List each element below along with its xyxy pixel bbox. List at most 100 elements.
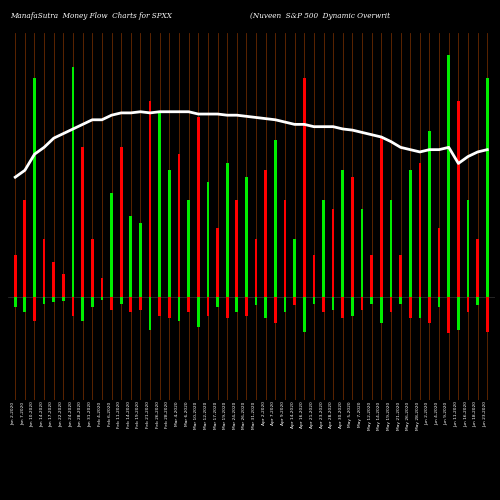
Bar <box>294 296 296 306</box>
Bar <box>148 296 152 330</box>
Bar <box>409 296 412 318</box>
Bar <box>43 239 46 296</box>
Bar <box>139 223 142 296</box>
Bar <box>438 228 440 296</box>
Bar <box>110 194 113 296</box>
Bar <box>476 296 479 306</box>
Bar <box>72 67 74 296</box>
Bar <box>24 296 26 312</box>
Bar <box>322 296 325 312</box>
Bar <box>476 239 479 296</box>
Bar <box>380 296 382 323</box>
Bar <box>486 78 488 296</box>
Bar <box>206 296 209 316</box>
Bar <box>236 200 238 296</box>
Bar <box>91 239 94 296</box>
Bar <box>370 296 373 304</box>
Bar <box>226 296 228 318</box>
Bar <box>332 210 334 296</box>
Bar <box>342 170 344 296</box>
Bar <box>254 296 258 306</box>
Bar <box>14 296 16 307</box>
Bar <box>264 170 267 296</box>
Bar <box>168 296 170 318</box>
Bar <box>14 256 16 296</box>
Bar <box>360 210 364 296</box>
Bar <box>188 296 190 312</box>
Bar <box>52 262 55 296</box>
Bar <box>274 140 276 296</box>
Bar <box>168 170 170 296</box>
Bar <box>332 296 334 310</box>
Bar <box>457 296 460 330</box>
Bar <box>52 296 55 302</box>
Bar <box>226 164 228 296</box>
Bar <box>62 296 64 301</box>
Bar <box>303 78 306 296</box>
Bar <box>351 177 354 296</box>
Bar <box>390 200 392 296</box>
Bar <box>82 148 84 296</box>
Bar <box>100 296 103 300</box>
Bar <box>130 216 132 296</box>
Bar <box>274 296 276 323</box>
Bar <box>312 296 315 304</box>
Bar <box>72 296 74 316</box>
Bar <box>206 182 209 296</box>
Bar <box>139 296 142 310</box>
Bar <box>428 296 431 323</box>
Bar <box>360 296 364 310</box>
Bar <box>43 296 46 304</box>
Bar <box>91 296 94 307</box>
Bar <box>399 256 402 296</box>
Bar <box>284 296 286 312</box>
Bar <box>486 296 488 332</box>
Bar <box>197 296 200 327</box>
Bar <box>399 296 402 304</box>
Bar <box>216 228 219 296</box>
Bar <box>120 148 122 296</box>
Bar <box>148 102 152 296</box>
Bar <box>178 296 180 321</box>
Bar <box>448 296 450 334</box>
Bar <box>110 296 113 310</box>
Bar <box>322 200 325 296</box>
Bar <box>245 177 248 296</box>
Bar <box>370 256 373 296</box>
Bar <box>390 296 392 312</box>
Bar <box>158 113 161 296</box>
Text: ManafaSutra  Money Flow  Charts for SPXX: ManafaSutra Money Flow Charts for SPXX <box>10 12 172 20</box>
Bar <box>130 296 132 312</box>
Bar <box>178 154 180 296</box>
Bar <box>303 296 306 332</box>
Bar <box>33 78 36 296</box>
Bar <box>448 56 450 296</box>
Bar <box>284 200 286 296</box>
Bar <box>254 239 258 296</box>
Bar <box>197 118 200 296</box>
Bar <box>216 296 219 307</box>
Bar <box>418 296 421 318</box>
Bar <box>33 296 36 321</box>
Bar <box>100 278 103 296</box>
Bar <box>418 164 421 296</box>
Bar <box>351 296 354 316</box>
Bar <box>342 296 344 318</box>
Bar <box>188 200 190 296</box>
Bar <box>466 200 469 296</box>
Bar <box>457 102 460 296</box>
Bar <box>120 296 122 304</box>
Bar <box>236 296 238 312</box>
Bar <box>380 136 382 296</box>
Bar <box>312 256 315 296</box>
Bar <box>245 296 248 316</box>
Bar <box>466 296 469 312</box>
Bar <box>428 132 431 296</box>
Bar <box>82 296 84 321</box>
Bar <box>294 239 296 296</box>
Text: (Nuveen  S&P 500  Dynamic Overwrit: (Nuveen S&P 500 Dynamic Overwrit <box>250 12 390 20</box>
Bar <box>24 200 26 296</box>
Bar <box>158 296 161 316</box>
Bar <box>409 170 412 296</box>
Bar <box>264 296 267 318</box>
